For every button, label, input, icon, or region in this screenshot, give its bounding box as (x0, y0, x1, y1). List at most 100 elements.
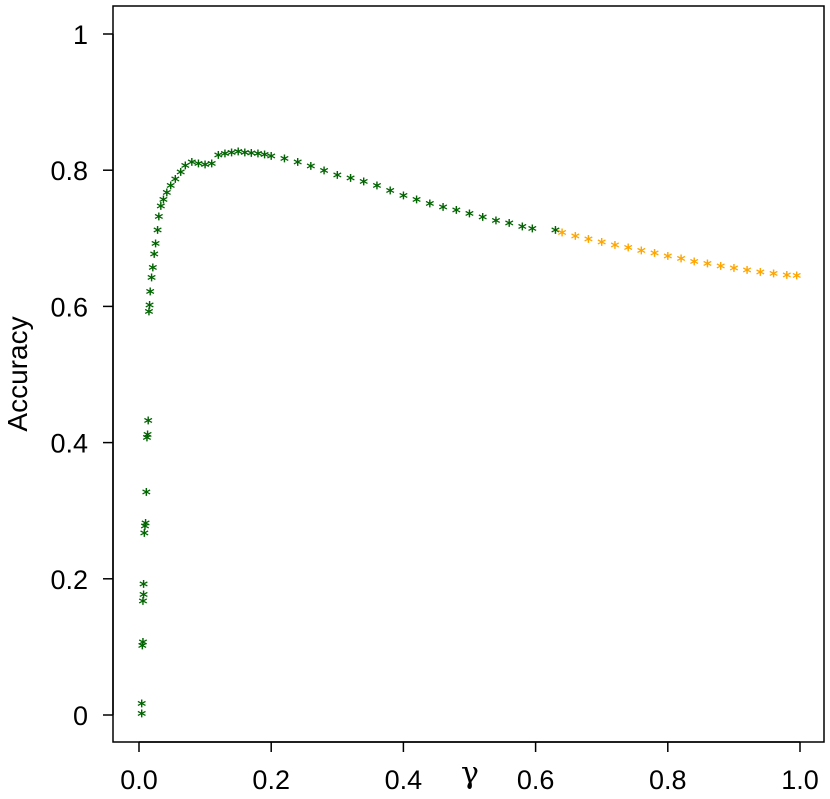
data-point: * (151, 237, 160, 257)
x-axis-title: γ (461, 756, 479, 791)
data-point: * (207, 157, 216, 177)
data-point: * (293, 155, 302, 175)
data-point: * (386, 184, 395, 204)
y-tick-label: 0 (73, 701, 88, 731)
data-point: * (412, 193, 421, 213)
data-point: * (452, 204, 461, 224)
data-point: * (610, 238, 619, 258)
data-point: * (137, 697, 146, 717)
x-tick-label: 0.6 (517, 765, 555, 795)
y-tick-label: 0.2 (50, 565, 88, 595)
data-point: * (176, 166, 185, 186)
data-point: * (240, 146, 249, 166)
data-points: ****************************************… (137, 145, 801, 727)
data-point: * (624, 241, 633, 261)
data-point: * (146, 285, 155, 305)
data-point: * (558, 226, 567, 246)
data-point: * (597, 236, 606, 256)
data-point: * (147, 271, 156, 291)
data-point: * (214, 149, 223, 169)
data-point: * (551, 223, 560, 243)
data-point: * (194, 157, 203, 177)
data-point: * (425, 197, 434, 217)
data-point: * (156, 200, 165, 220)
x-tick-label: 0.8 (649, 765, 687, 795)
data-point: * (505, 217, 514, 237)
y-tick-label: 1 (73, 20, 88, 50)
y-axis-title: Accuracy (2, 316, 33, 431)
x-axis: 0.0 0.2 0.4 0.6 0.8 1.0 (120, 741, 819, 795)
data-point: * (145, 298, 154, 318)
data-point: * (144, 305, 153, 325)
data-point: * (571, 230, 580, 250)
data-point: * (399, 189, 408, 209)
data-point: * (142, 431, 151, 451)
x-tick-label: 0.2 (252, 765, 290, 795)
data-point: * (584, 232, 593, 252)
data-point: * (637, 244, 646, 264)
data-point: * (703, 257, 712, 277)
data-point: * (153, 223, 162, 243)
data-point: * (320, 164, 329, 184)
series-0-points: ****************************************… (137, 145, 560, 727)
data-point: * (139, 635, 148, 655)
data-point: * (478, 211, 487, 231)
data-point: * (359, 175, 368, 195)
series-1-points: * * * * * * * * * * * * * * * * * * * (558, 226, 802, 289)
data-point: * (227, 146, 236, 166)
data-point: * (181, 159, 190, 179)
data-point: * (333, 168, 342, 188)
data-point: * (141, 516, 150, 536)
data-point: * (140, 527, 149, 547)
data-point: * (280, 152, 289, 172)
data-point: * (138, 639, 147, 659)
data-point: * (465, 207, 474, 227)
data-point: * (166, 179, 175, 199)
data-point: * (171, 172, 180, 192)
x-tick-label: 0.0 (120, 765, 158, 795)
data-point: * (148, 261, 157, 281)
data-point: * (729, 262, 738, 282)
data-point: * (137, 707, 146, 727)
data-point: * (528, 222, 537, 242)
data-point: * (139, 578, 148, 598)
data-point: * (142, 486, 151, 506)
data-point: * (201, 158, 210, 178)
data-point: * (139, 595, 148, 615)
y-tick-label: 0.4 (50, 429, 88, 459)
data-point: * (373, 179, 382, 199)
data-point: * (716, 260, 725, 280)
data-point: * (159, 193, 168, 213)
data-point: * (663, 249, 672, 269)
data-point: * (247, 147, 256, 167)
plot-frame (112, 5, 825, 743)
data-point: * (220, 147, 229, 167)
data-point: * (260, 148, 269, 168)
data-point: * (782, 268, 791, 288)
data-point: * (743, 264, 752, 284)
data-point: * (491, 214, 500, 234)
data-point: * (154, 210, 163, 230)
data-point: * (139, 588, 148, 608)
data-point: * (650, 247, 659, 267)
x-tick-label: 0.4 (385, 765, 423, 795)
data-point: * (346, 172, 355, 192)
data-point: * (254, 147, 263, 167)
data-point: * (677, 252, 686, 272)
x-tick-label: 1.0 (781, 765, 819, 795)
data-point: * (150, 247, 159, 267)
data-point: * (306, 159, 315, 179)
data-point: * (769, 267, 778, 287)
data-point: * (143, 428, 152, 448)
data-point: * (141, 520, 150, 540)
data-point: * (792, 269, 801, 289)
data-point: * (267, 149, 276, 169)
data-point: * (187, 155, 196, 175)
y-tick-label: 0.6 (50, 292, 88, 322)
data-point: * (162, 186, 171, 206)
y-axis: 0 0.2 0.4 0.6 0.8 1 (50, 20, 114, 731)
data-point: * (690, 255, 699, 275)
data-point: * (144, 414, 153, 434)
data-point: * (518, 220, 527, 240)
